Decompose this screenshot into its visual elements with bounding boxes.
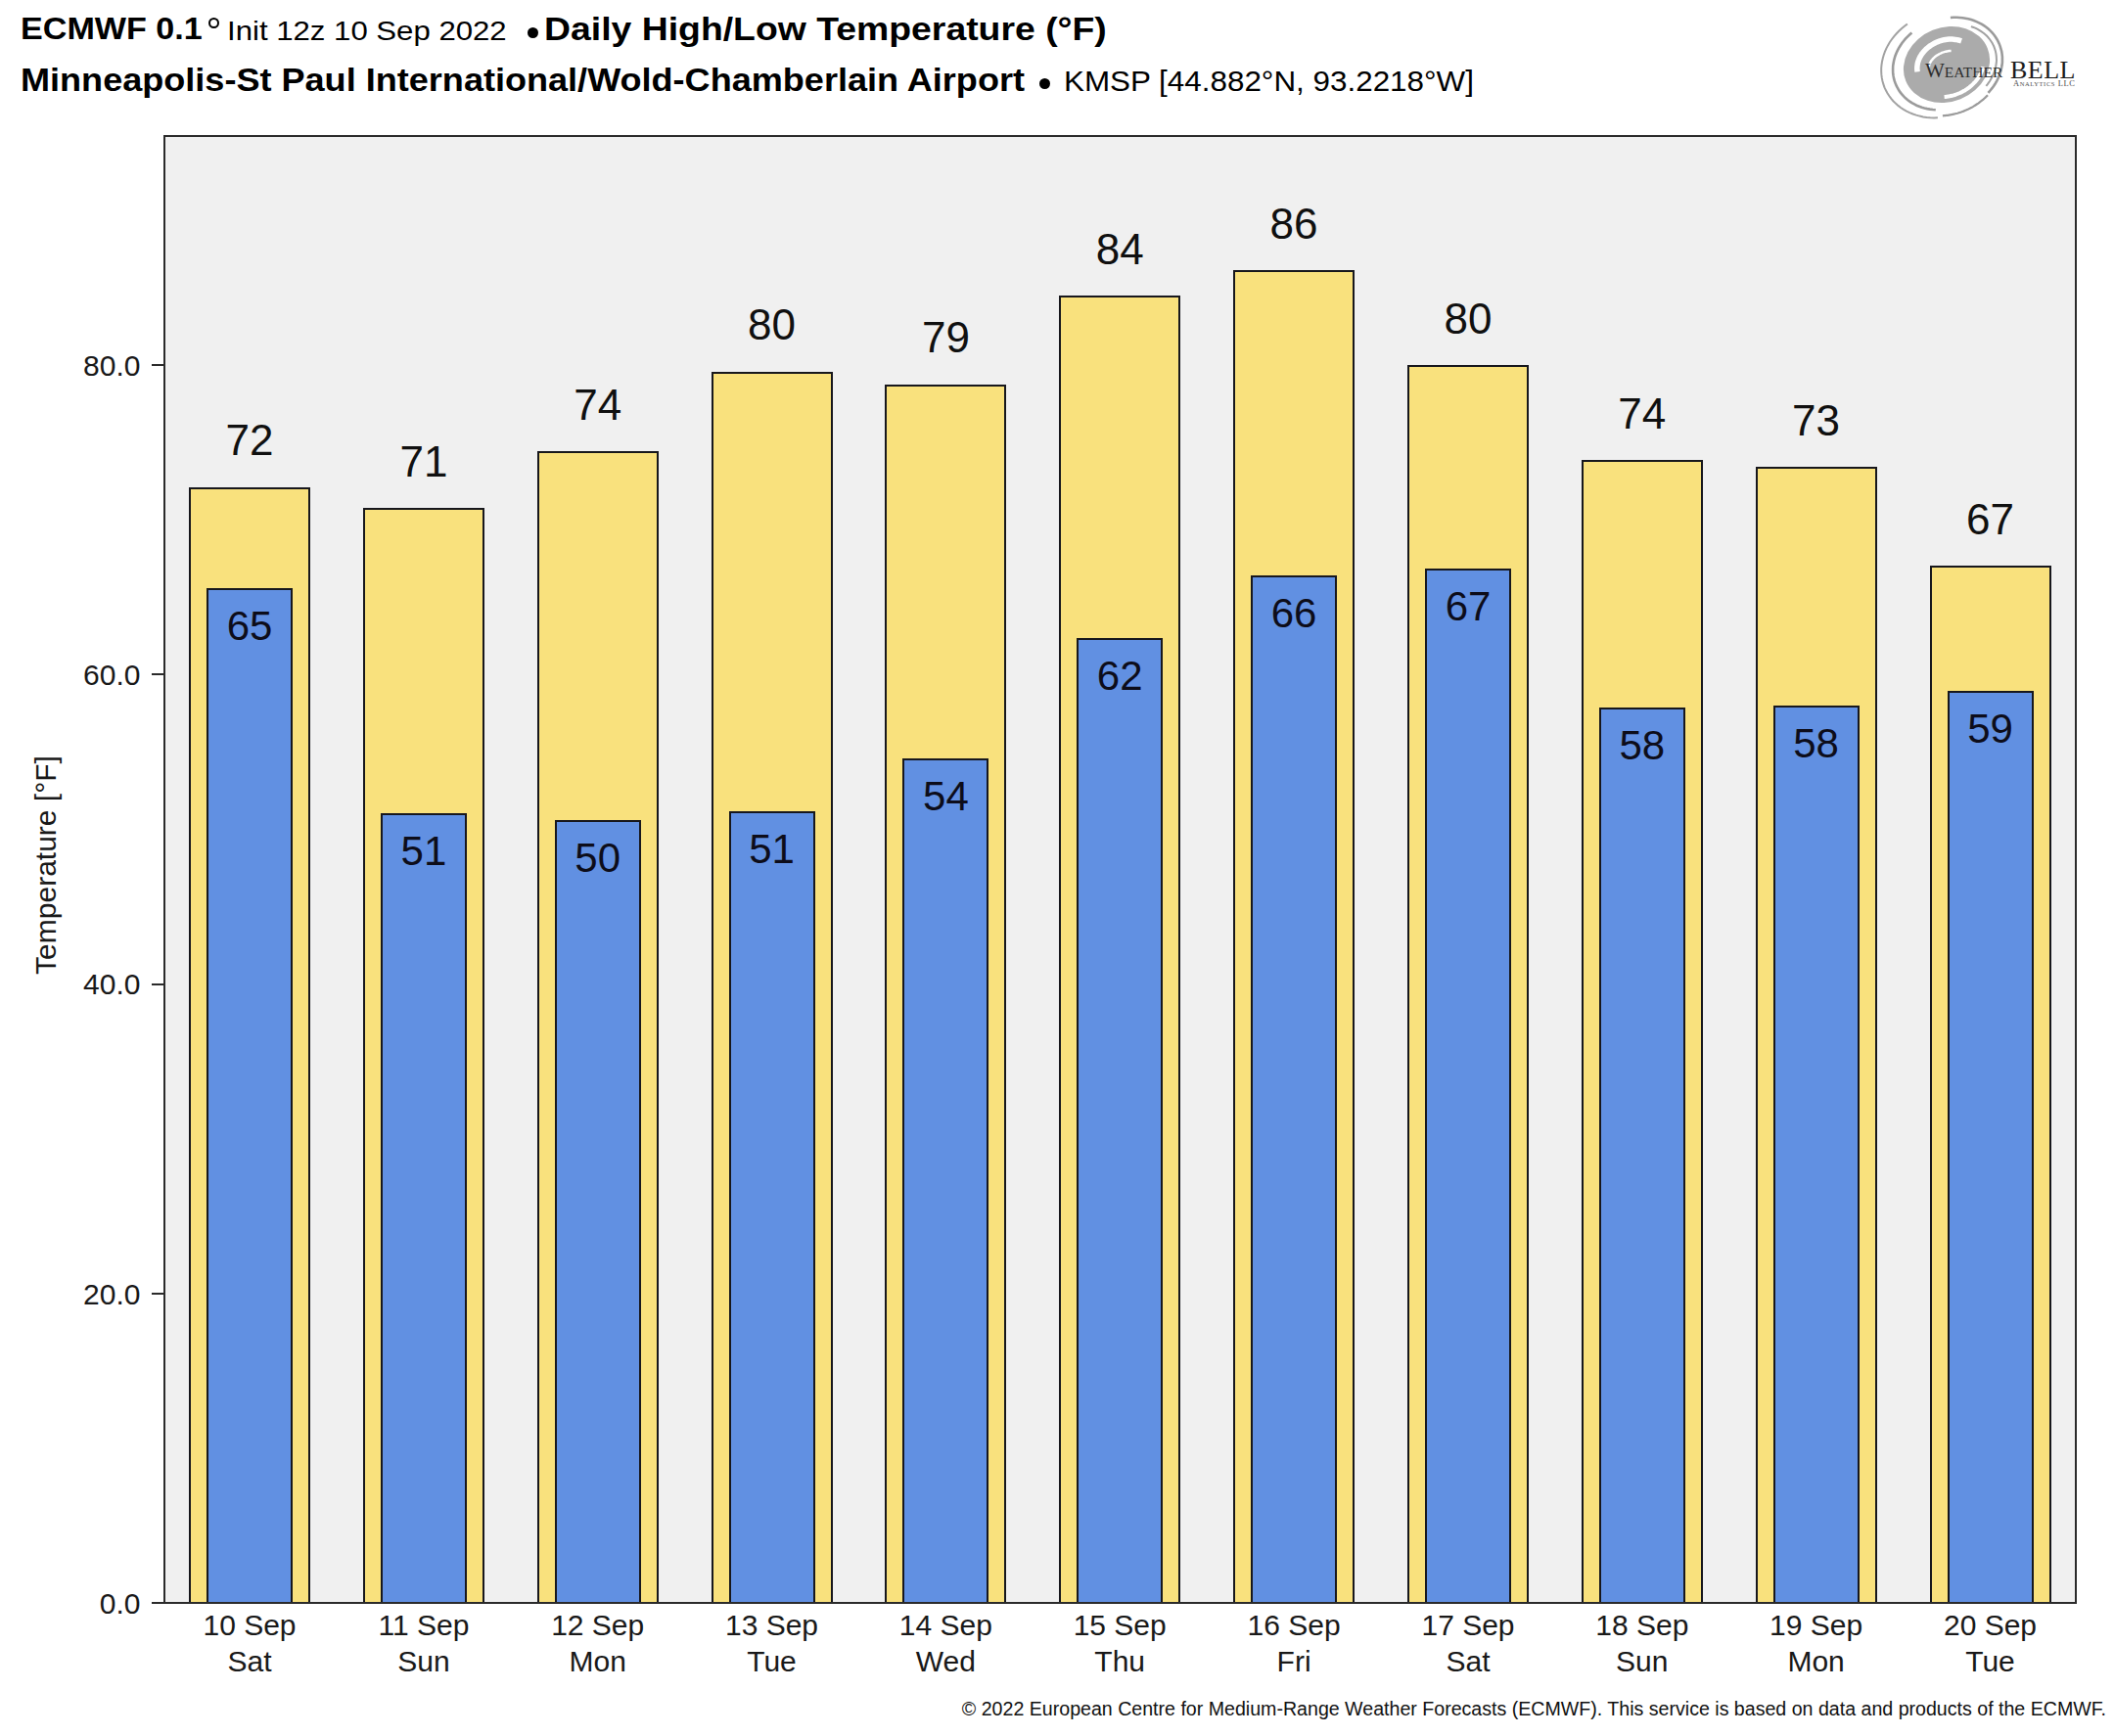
svg-text:ANALYTICS LLC: ANALYTICS LLC: [2013, 78, 2076, 88]
